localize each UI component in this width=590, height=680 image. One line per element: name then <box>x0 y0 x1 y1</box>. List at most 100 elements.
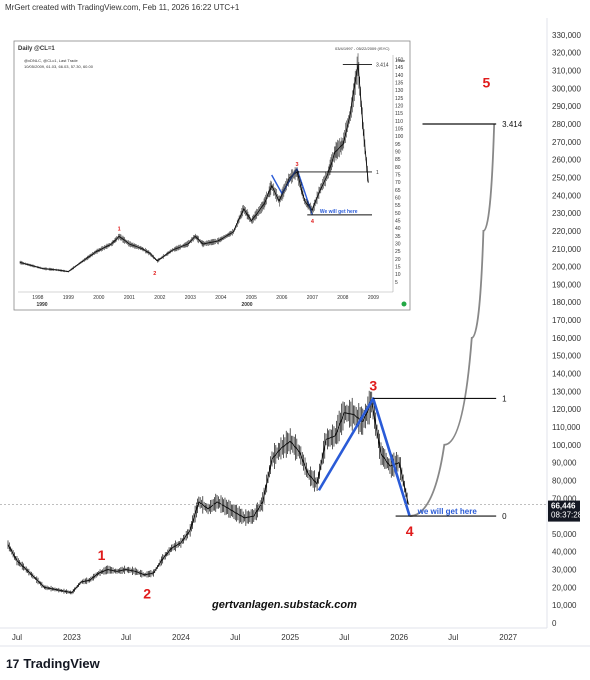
inset-y-tick-label: 40 <box>395 226 401 232</box>
inset-y-tick-label: 10 <box>395 272 401 278</box>
inset-y-tick-label: 75 <box>395 173 401 179</box>
inset-wave-label-4: 4 <box>311 219 315 225</box>
inset-x-tick-label: 2009 <box>368 295 379 301</box>
fib-levels: 103.414 <box>373 120 523 521</box>
inset-fib-levels: 1 3.414 <box>296 63 389 216</box>
inset-y-tick-label: 5 <box>395 280 398 286</box>
tradingview-logo-text: TradingView <box>23 656 100 671</box>
y-tick-label: 90,000 <box>552 459 577 468</box>
inset-x-subtick-label: 1990 <box>36 302 47 308</box>
inset-x-tick-label: 2001 <box>124 295 135 301</box>
x-tick-label: 2027 <box>499 633 517 642</box>
inset-level-label: 3.414 <box>376 63 389 69</box>
inset-y-tick-label: 60 <box>395 196 401 202</box>
y-tick-label: 100,000 <box>552 441 581 450</box>
inset-y-tick-label: 85 <box>395 157 401 163</box>
y-tick-label: 190,000 <box>552 280 581 289</box>
y-tick-label: 120,000 <box>552 405 581 414</box>
inset-x-tick-label: 2005 <box>246 295 257 301</box>
y-tick-label: 200,000 <box>552 263 581 272</box>
inset-x-tick-label: 2002 <box>154 295 165 301</box>
inset-y-tick-label: 115 <box>395 111 403 117</box>
inset-wave-labels: 1 2 3 4 <box>118 162 315 277</box>
inset-title: Daily @CL=1 <box>18 46 55 52</box>
x-tick-label: Jul <box>121 633 131 642</box>
fib-level-label: 0 <box>502 512 507 521</box>
inset-y-tick-label: 135 <box>395 81 404 87</box>
y-tick-label: 280,000 <box>552 120 581 129</box>
inset-y-tick-label: 65 <box>395 188 401 194</box>
inset-y-tick-label: 145 <box>395 65 404 71</box>
y-axis-ticks: 010,00020,00030,00040,00050,00060,00070,… <box>552 31 581 628</box>
y-tick-label: 150,000 <box>552 352 581 361</box>
projection-curve <box>409 123 496 517</box>
inset-y-tick-label: 50 <box>395 211 401 217</box>
inset-x-ticks: 1998 1999 2000 2001 2002 2003 2004 2005 2006 2007… <box>32 295 379 308</box>
price-badge-countdown: 08:37:28 <box>551 511 583 520</box>
inset-y-tick-label: 140 <box>395 73 404 79</box>
watermark: gertvanlagen.substack.com <box>211 599 357 611</box>
wave-label-2: 2 <box>143 585 151 601</box>
x-axis-ticks: Jul 2023 Jul 2024 Jul 2025 Jul 2026 Jul 2027 <box>12 633 518 642</box>
inset-x-tick-label: 2000 <box>93 295 104 301</box>
y-tick-label: 80,000 <box>552 476 577 485</box>
y-tick-label: 250,000 <box>552 173 581 182</box>
wave-label-4: 4 <box>406 523 414 539</box>
y-tick-label: 310,000 <box>552 67 581 76</box>
y-tick-label: 50,000 <box>552 530 577 539</box>
x-tick-label: Jul <box>12 633 22 642</box>
inset-y-tick-label: 110 <box>395 119 403 125</box>
inset-y-tick-label: 90 <box>395 150 401 156</box>
current-price-badge: 66,446 08:37:28 <box>548 500 583 522</box>
inset-y-tick-label: 55 <box>395 203 401 209</box>
inset-y-tick-label: 70 <box>395 180 401 186</box>
y-tick-label: 180,000 <box>552 298 581 307</box>
price-badge-box <box>548 500 580 522</box>
y-tick-label: 270,000 <box>552 138 581 147</box>
y-tick-label: 330,000 <box>552 31 581 40</box>
y-tick-label: 110,000 <box>552 423 581 432</box>
y-tick-label: 70,000 <box>552 494 577 503</box>
tradingview-logo[interactable]: 17 TradingView <box>6 656 100 671</box>
y-tick-label: 130,000 <box>552 387 581 396</box>
y-tick-label: 30,000 <box>552 566 577 575</box>
inset-x-tick-label: 2006 <box>276 295 287 301</box>
inset-wave-label-1: 1 <box>118 226 121 232</box>
inset-x-tick-label: 2007 <box>307 295 318 301</box>
x-tick-label: Jul <box>448 633 458 642</box>
inset-y-tick-label: 130 <box>395 88 404 94</box>
x-tick-label: 2023 <box>63 633 81 642</box>
inset-status-dot <box>401 301 407 307</box>
inset-x-tick-label: 2004 <box>215 295 226 301</box>
fib-level-label: 1 <box>502 394 507 403</box>
y-tick-label: 210,000 <box>552 245 581 254</box>
y-tick-label: 220,000 <box>552 227 581 236</box>
inset-wave-label-2: 2 <box>153 271 156 277</box>
x-tick-label: Jul <box>230 633 240 642</box>
inset-y-axis-title: Price <box>396 58 406 63</box>
inset-x-tick-label: 2003 <box>185 295 196 301</box>
inset-y-tick-label: 15 <box>395 265 401 271</box>
wave-label-5: 5 <box>483 75 491 91</box>
inset-top-right: 03/4/1997 - 05/22/2009 (ISYC) <box>335 46 390 51</box>
y-tick-label: 260,000 <box>552 156 581 165</box>
inset-frame <box>13 40 411 311</box>
price-badge-value: 66,446 <box>551 502 576 511</box>
inset-chart: Daily @CL=1 03/4/1997 - 05/22/2009 (ISYC… <box>13 40 411 311</box>
inset-x-tick-label: 1998 <box>32 295 43 301</box>
inset-y-tick-label: 120 <box>395 104 404 110</box>
y-tick-label: 300,000 <box>552 84 581 93</box>
fib-level-label: 3.414 <box>502 120 523 129</box>
y-tick-label: 240,000 <box>552 191 581 200</box>
inset-annotation: We will get here <box>320 209 358 215</box>
tradingview-logo-icon: 17 <box>6 656 20 671</box>
y-tick-label: 140,000 <box>552 370 581 379</box>
y-tick-label: 160,000 <box>552 334 581 343</box>
y-tick-label: 0 <box>552 619 557 628</box>
y-tick-label: 290,000 <box>552 102 581 111</box>
inset-y-tick-label: 20 <box>395 257 401 263</box>
annotation-we-will-get-here: we will get here <box>417 507 478 516</box>
y-tick-label: 20,000 <box>552 583 577 592</box>
